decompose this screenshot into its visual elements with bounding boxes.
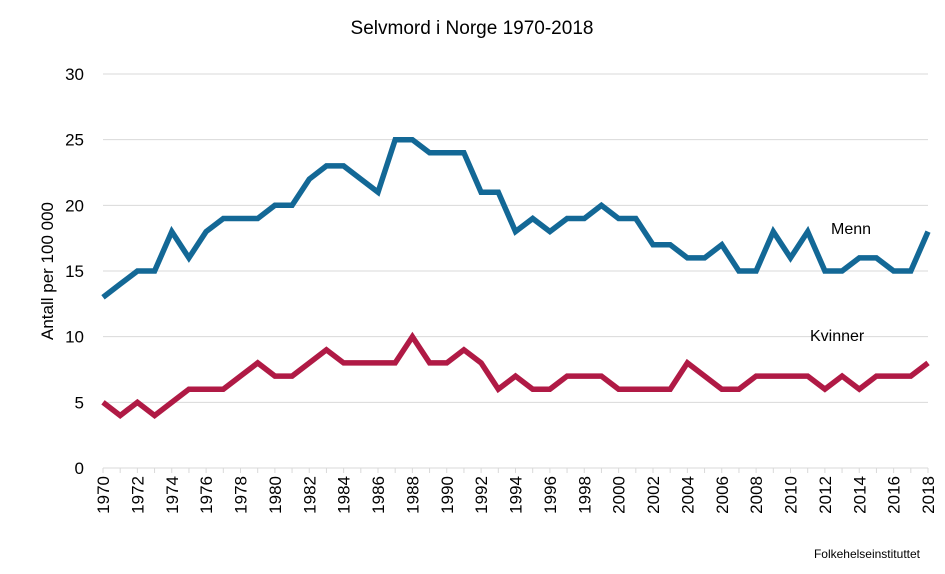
source-credit: Folkehelseinstituttet [814, 547, 921, 561]
x-tick-label: 2016 [885, 476, 904, 514]
x-tick-label: 2006 [713, 476, 732, 514]
series-label-kvinner: Kvinner [810, 328, 865, 345]
x-tick-label: 2000 [610, 476, 629, 514]
x-tick-label: 2014 [850, 476, 869, 514]
x-tick-label: 2008 [747, 476, 766, 514]
x-tick-label: 1984 [335, 476, 354, 514]
x-tick-label: 1992 [472, 476, 491, 514]
series-label-menn: Menn [831, 221, 871, 238]
x-tick-label: 1976 [197, 476, 216, 514]
y-tick-label: 20 [65, 196, 84, 215]
y-tick-label: 0 [75, 459, 84, 478]
y-tick-label: 15 [65, 262, 84, 281]
y-tick-label: 5 [75, 393, 84, 412]
x-tick-label: 1994 [507, 476, 526, 514]
x-tick-label: 1972 [128, 476, 147, 514]
x-tick-label: 1986 [369, 476, 388, 514]
y-tick-label: 10 [65, 328, 84, 347]
gridlines [103, 73, 928, 403]
x-tick-label: 1980 [266, 476, 285, 514]
x-tick-label: 1988 [403, 476, 422, 514]
x-tick-label: 1970 [94, 476, 113, 514]
y-axis-ticks: 0 5 10 15 20 25 30 [65, 65, 84, 478]
y-tick-label: 25 [65, 131, 84, 150]
x-axis: 1970 1972 1974 1976 1978 1980 1982 1984 1986 1988… [94, 467, 938, 514]
series-line-menn [101, 136, 931, 300]
series-line-kvinner [101, 331, 930, 419]
x-tick-label: 2010 [782, 476, 801, 514]
x-tick-label: 1998 [575, 476, 594, 514]
x-tick-label: 2002 [644, 476, 663, 514]
x-tick-label: 1996 [541, 476, 560, 514]
chart-title: Selvmord i Norge 1970-2018 [351, 18, 594, 39]
x-tick-label: 1978 [232, 476, 251, 514]
x-tick-label: 2012 [816, 476, 835, 514]
x-tick-label: 1974 [163, 476, 182, 514]
x-tick-label: 2018 [919, 476, 938, 514]
x-tick-label: 1982 [300, 476, 319, 514]
y-axis-label: Antall per 100 000 [38, 202, 57, 340]
y-tick-label: 30 [65, 65, 84, 84]
x-tick-label: 1990 [438, 476, 457, 514]
series-lines [101, 136, 931, 419]
x-tick-label: 2004 [678, 476, 697, 514]
